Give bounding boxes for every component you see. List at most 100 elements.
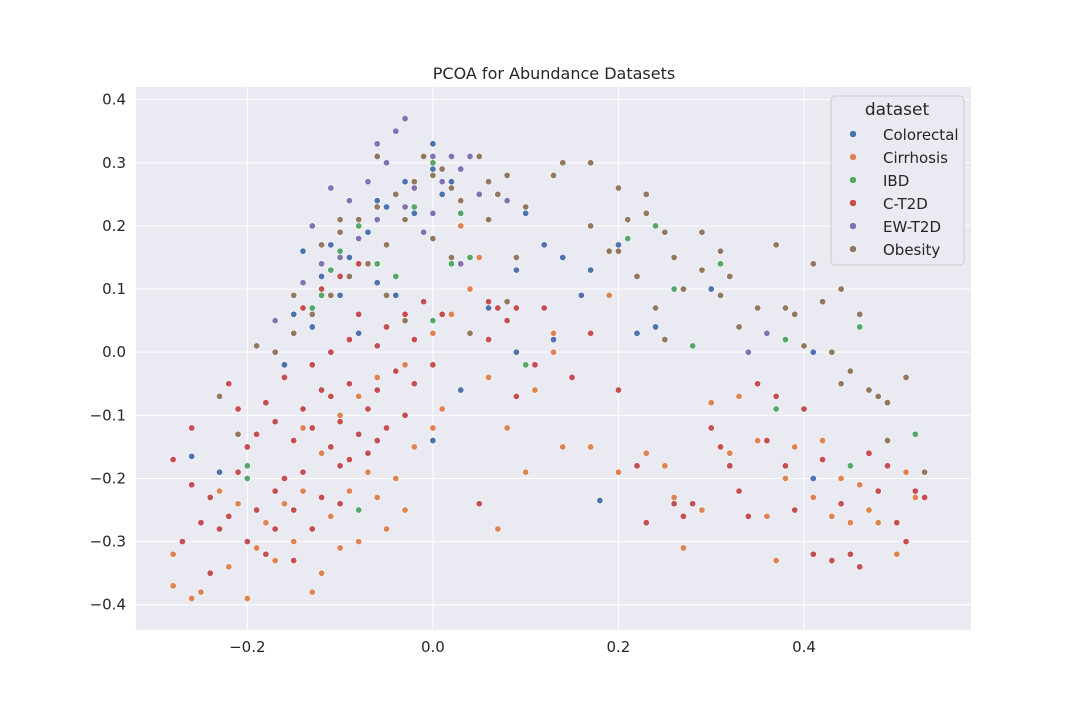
scatter-point xyxy=(365,406,371,412)
scatter-point xyxy=(291,437,297,443)
scatter-point xyxy=(671,286,677,292)
scatter-point xyxy=(328,242,334,248)
scatter-point xyxy=(652,305,658,311)
scatter-point xyxy=(829,513,835,519)
scatter-point xyxy=(458,223,464,229)
scatter-point xyxy=(829,557,835,563)
scatter-point xyxy=(458,166,464,172)
scatter-point xyxy=(383,204,389,210)
scatter-point xyxy=(550,172,556,178)
scatter-point xyxy=(244,538,250,544)
scatter-point xyxy=(560,254,566,260)
scatter-point xyxy=(374,153,380,159)
scatter-point xyxy=(309,425,315,431)
scatter-point xyxy=(309,362,315,368)
scatter-point xyxy=(689,343,695,349)
scatter-point xyxy=(773,242,779,248)
scatter-point xyxy=(374,216,380,222)
scatter-point xyxy=(643,191,649,197)
scatter-point xyxy=(866,387,872,393)
scatter-point xyxy=(439,311,445,317)
scatter-point xyxy=(355,330,361,336)
scatter-point xyxy=(244,595,250,601)
scatter-point xyxy=(291,330,297,336)
scatter-point xyxy=(235,469,241,475)
scatter-point xyxy=(792,444,798,450)
scatter-point xyxy=(188,482,194,488)
scatter-point xyxy=(411,381,417,387)
scatter-point xyxy=(235,501,241,507)
scatter-point xyxy=(587,444,593,450)
scatter-point xyxy=(318,387,324,393)
scatter-point xyxy=(495,305,501,311)
scatter-point xyxy=(328,292,334,298)
scatter-point xyxy=(652,324,658,330)
scatter-point xyxy=(587,267,593,273)
y-tick-label: −0.3 xyxy=(90,533,126,551)
scatter-point xyxy=(615,469,621,475)
scatter-point xyxy=(420,298,426,304)
scatter-point xyxy=(903,538,909,544)
scatter-point xyxy=(754,305,760,311)
scatter-point xyxy=(411,185,417,191)
scatter-point xyxy=(226,564,232,570)
scatter-point xyxy=(393,191,399,197)
scatter-point xyxy=(337,412,343,418)
scatter-point xyxy=(430,330,436,336)
legend-marker xyxy=(849,245,856,252)
scatter-point xyxy=(652,223,658,229)
scatter-point xyxy=(764,437,770,443)
scatter-point xyxy=(318,292,324,298)
scatter-point xyxy=(355,235,361,241)
scatter-point xyxy=(272,317,278,323)
scatter-point xyxy=(847,463,853,469)
scatter-point xyxy=(309,223,315,229)
scatter-point xyxy=(485,374,491,380)
scatter-point xyxy=(402,115,408,121)
scatter-point xyxy=(513,305,519,311)
x-tick-label: 0.4 xyxy=(792,638,816,656)
scatter-point xyxy=(513,254,519,260)
scatter-point xyxy=(374,387,380,393)
scatter-point xyxy=(727,463,733,469)
scatter-point xyxy=(504,298,510,304)
scatter-point xyxy=(281,362,287,368)
scatter-point xyxy=(272,349,278,355)
scatter-point xyxy=(467,286,473,292)
scatter-point xyxy=(337,463,343,469)
y-tick-label: −0.1 xyxy=(90,406,126,424)
scatter-point xyxy=(819,456,825,462)
scatter-point xyxy=(745,349,751,355)
scatter-point xyxy=(318,494,324,500)
scatter-point xyxy=(615,248,621,254)
scatter-point xyxy=(884,463,890,469)
scatter-point xyxy=(328,393,334,399)
scatter-point xyxy=(281,475,287,481)
scatter-point xyxy=(216,488,222,494)
scatter-point xyxy=(393,273,399,279)
scatter-point xyxy=(291,311,297,317)
scatter-point xyxy=(792,507,798,513)
scatter-point xyxy=(393,475,399,481)
legend-marker xyxy=(849,222,856,229)
scatter-point xyxy=(411,336,417,342)
scatter-point xyxy=(884,437,890,443)
scatter-point xyxy=(615,185,621,191)
scatter-point xyxy=(383,292,389,298)
scatter-point xyxy=(430,235,436,241)
scatter-point xyxy=(884,399,890,405)
scatter-point xyxy=(281,374,287,380)
legend-label: C-T2D xyxy=(883,195,928,213)
scatter-point xyxy=(374,204,380,210)
scatter-point xyxy=(411,179,417,185)
x-tick-label: 0.0 xyxy=(421,638,445,656)
scatter-point xyxy=(476,153,482,159)
scatter-point xyxy=(328,444,334,450)
scatter-point xyxy=(272,557,278,563)
scatter-point xyxy=(625,235,631,241)
scatter-point xyxy=(281,501,287,507)
scatter-point xyxy=(355,216,361,222)
scatter-point xyxy=(309,526,315,532)
scatter-point xyxy=(374,374,380,380)
legend-marker xyxy=(849,176,856,183)
